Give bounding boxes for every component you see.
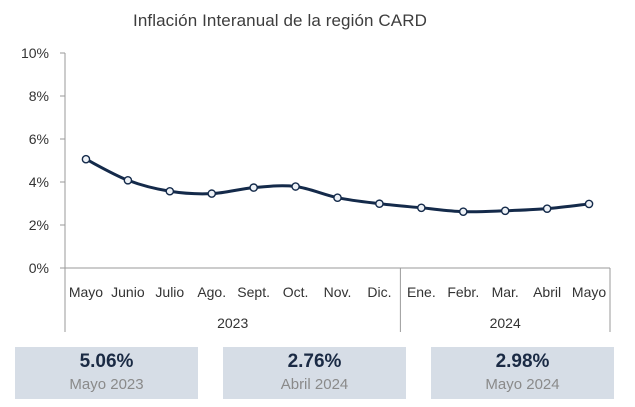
x-tick-label: Nov. xyxy=(324,284,352,300)
y-tick-label: 2% xyxy=(29,217,49,233)
stat-label: Mayo 2024 xyxy=(485,376,560,393)
data-point xyxy=(375,199,384,209)
x-tick-label: Ene. xyxy=(407,284,436,300)
y-tick-label: 10% xyxy=(21,45,49,61)
stat-card-apr-2024: 2.76% Abril 2024 xyxy=(223,347,406,399)
x-tick-label: Sept. xyxy=(237,284,270,300)
y-tick-label: 4% xyxy=(29,174,49,190)
series-line xyxy=(85,157,590,214)
stat-card-may-2024: 2.98% Mayo 2024 xyxy=(431,347,614,399)
data-point xyxy=(458,207,468,216)
data-point xyxy=(542,204,552,213)
data-point xyxy=(165,186,175,196)
chart-title: Inflación Interanual de la región CARD xyxy=(133,11,427,30)
stat-value: 2.76% xyxy=(287,351,342,372)
data-point xyxy=(333,193,342,202)
x-tick-label: Febr. xyxy=(447,284,479,300)
stat-label: Abril 2024 xyxy=(280,376,349,393)
y-tick-label: 0% xyxy=(29,260,49,276)
line-chart: 0% 2% 4% 6% 8% 10% Mayo Junio Julio Ago. Sept. Oct.… xyxy=(21,45,611,332)
data-point xyxy=(500,206,510,216)
x-tick-label: Mar. xyxy=(492,284,519,300)
data-point xyxy=(584,199,594,209)
year-label: 2023 xyxy=(217,315,248,331)
data-point xyxy=(291,182,300,191)
year-label: 2024 xyxy=(490,315,521,331)
x-tick-label: Mayo xyxy=(572,284,606,300)
data-point xyxy=(81,154,91,164)
x-tick-label: Mayo xyxy=(69,284,103,300)
y-tick-label: 8% xyxy=(29,88,49,104)
y-tick-label: 6% xyxy=(29,131,49,147)
data-point xyxy=(123,175,133,185)
stat-label: Mayo 2023 xyxy=(69,376,144,393)
x-tick-label: Ago. xyxy=(197,284,226,300)
x-tick-label: Julio xyxy=(155,284,184,300)
x-tick-label: Dic. xyxy=(367,284,391,300)
x-tick-label: Abril xyxy=(533,284,561,300)
stat-value: 2.98% xyxy=(495,351,550,372)
x-tick-label: Junio xyxy=(111,284,145,300)
data-point xyxy=(249,183,258,192)
data-point xyxy=(417,203,426,213)
x-tick-label: Oct. xyxy=(283,284,309,300)
stat-card-may-2023: 5.06% Mayo 2023 xyxy=(15,347,198,399)
stat-value: 5.06% xyxy=(79,351,134,372)
data-point xyxy=(207,189,217,198)
